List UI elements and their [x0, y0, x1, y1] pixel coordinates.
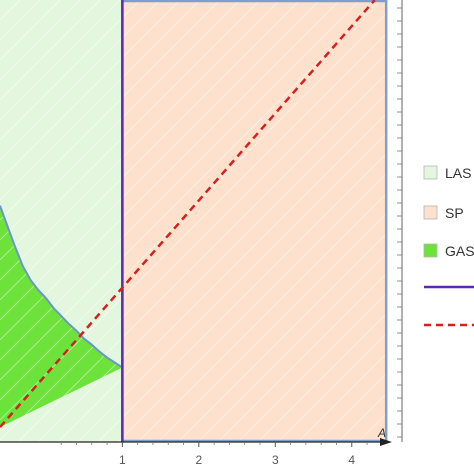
x-tick-label: 4	[348, 453, 355, 467]
legend-label-las: LAS	[445, 165, 471, 181]
gas-region-border	[0, 205, 123, 369]
x-tick-label: 3	[272, 453, 279, 467]
y-ticks	[397, 7, 402, 438]
y-axis	[397, 0, 403, 442]
x-tick-label: 1	[119, 453, 126, 467]
x-axis: A 1 2 3 4	[0, 426, 392, 467]
x-ticks: 1 2 3 4	[60, 442, 368, 467]
x-axis-label: A	[377, 426, 386, 440]
legend-label-sp: SP	[445, 205, 464, 221]
x-tick-label: 2	[195, 453, 202, 467]
legend-swatch-gas	[423, 243, 438, 258]
x-axis-arrowhead	[380, 438, 392, 446]
legend-label-gas: GAS	[445, 243, 474, 259]
plot-area	[0, 0, 390, 442]
legend-swatch-las	[423, 165, 438, 180]
legend: LAS SP GAS	[423, 165, 474, 327]
diagonal-dashed-line	[0, 0, 376, 428]
hatch-overlay	[0, 0, 390, 442]
legend-swatch-sp	[423, 205, 438, 220]
